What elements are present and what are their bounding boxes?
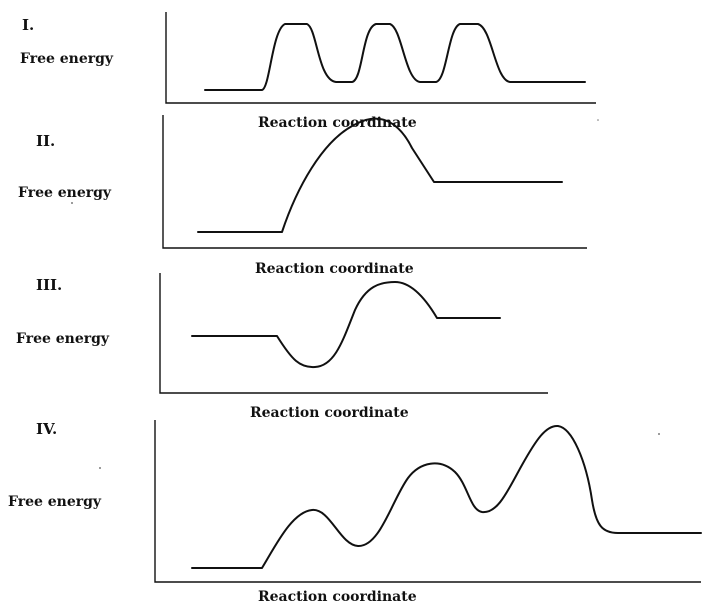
diagram-4-energy-curve xyxy=(191,425,702,569)
diagram-3-energy-curve xyxy=(191,281,501,369)
diagram-1-x-axis-label: Reaction coordinate xyxy=(258,115,417,131)
diagram-3: III. Free energy Reaction coordinate xyxy=(16,273,548,421)
diagram-2-energy-curve xyxy=(197,117,563,233)
diagram-4: IV. Free energy Reaction coordinate xyxy=(8,420,702,605)
diagram-3-numeral: III. xyxy=(36,276,62,294)
diagram-1-axes xyxy=(165,12,596,104)
diagram-2-numeral: II. xyxy=(36,132,55,150)
diagram-4-axes xyxy=(154,420,701,583)
diagram-3-axes xyxy=(159,273,548,394)
diagram-1-numeral: I. xyxy=(22,16,34,34)
diagram-1-energy-curve xyxy=(204,23,586,91)
diagram-2: II. Free energy Reaction coordinate xyxy=(18,115,587,277)
diagram-4-x-axis-label: Reaction coordinate xyxy=(258,589,417,605)
diagram-1: I. Free energy Reaction coordinate xyxy=(20,12,596,131)
diagram-3-y-axis-label: Free energy xyxy=(16,331,110,347)
scan-specks xyxy=(71,119,660,469)
diagram-4-numeral: IV. xyxy=(36,420,57,438)
diagram-4-y-axis-label: Free energy xyxy=(8,494,102,510)
diagram-1-y-axis-label: Free energy xyxy=(20,51,114,67)
diagram-2-x-axis-label: Reaction coordinate xyxy=(255,261,414,277)
diagram-3-x-axis-label: Reaction coordinate xyxy=(250,405,409,421)
diagram-2-axes xyxy=(162,115,587,249)
diagram-2-y-axis-label: Free energy xyxy=(18,185,112,201)
